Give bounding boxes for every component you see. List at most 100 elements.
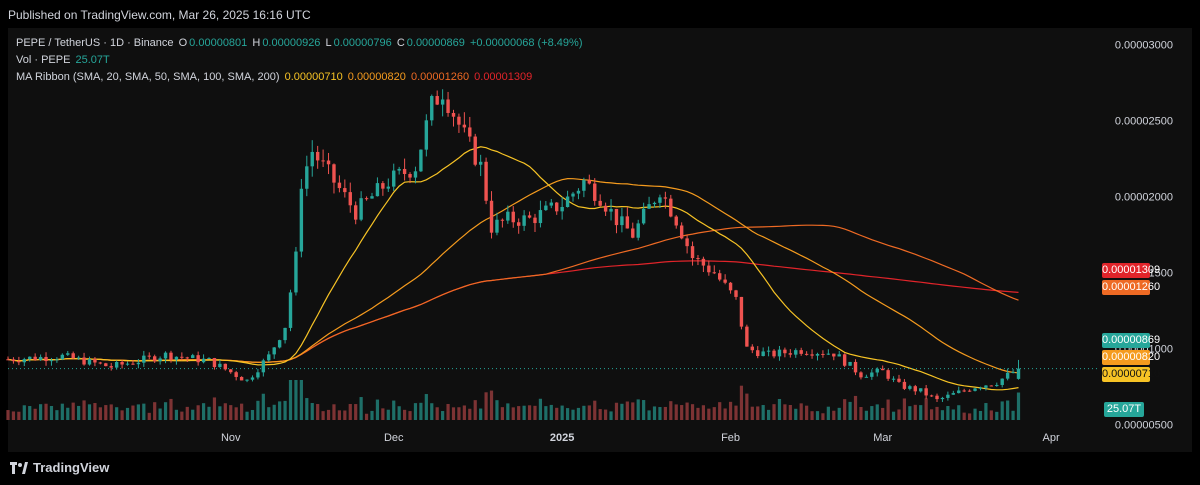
candle-body[interactable] xyxy=(788,353,793,355)
candle-body[interactable] xyxy=(38,356,43,361)
candle-body[interactable] xyxy=(924,388,928,396)
candle-body[interactable] xyxy=(848,361,852,366)
candle-body[interactable] xyxy=(1000,378,1004,385)
candle-body[interactable] xyxy=(777,349,782,357)
candle-body[interactable] xyxy=(321,160,325,162)
candle-body[interactable] xyxy=(761,351,765,357)
candle-body[interactable] xyxy=(663,197,668,199)
candle-body[interactable] xyxy=(685,238,689,247)
candle-body[interactable] xyxy=(815,353,820,356)
candle-body[interactable] xyxy=(946,394,950,398)
candle-body[interactable] xyxy=(6,359,10,361)
candle-body[interactable] xyxy=(343,188,347,193)
candle-body[interactable] xyxy=(413,171,418,178)
candle-body[interactable] xyxy=(98,362,103,364)
candle-body[interactable] xyxy=(11,359,16,362)
candle-body[interactable] xyxy=(576,190,581,194)
candle-body[interactable] xyxy=(229,369,233,373)
tradingview-logo[interactable]: TradingView xyxy=(10,460,109,475)
candle-body[interactable] xyxy=(152,356,157,362)
candle-body[interactable] xyxy=(223,363,228,370)
candle-body[interactable] xyxy=(707,265,711,273)
candle-body[interactable] xyxy=(728,282,733,291)
candle-body[interactable] xyxy=(853,361,858,373)
candle-body[interactable] xyxy=(636,223,640,238)
candle-body[interactable] xyxy=(430,96,434,121)
candle-body[interactable] xyxy=(60,354,65,360)
candle-body[interactable] xyxy=(17,361,21,363)
candle-body[interactable] xyxy=(337,182,342,189)
candle-body[interactable] xyxy=(1005,372,1010,379)
legend-symbol[interactable]: PEPE / TetherUS · 1D · Binance xyxy=(16,37,174,49)
candle-body[interactable] xyxy=(864,376,869,378)
candle-body[interactable] xyxy=(354,205,358,220)
candle-body[interactable] xyxy=(82,357,86,365)
candle-body[interactable] xyxy=(886,370,890,379)
candle-body[interactable] xyxy=(756,350,760,357)
candle-body[interactable] xyxy=(631,228,635,238)
candle-body[interactable] xyxy=(440,99,445,105)
candle-body[interactable] xyxy=(196,355,200,363)
candle-body[interactable] xyxy=(587,180,592,184)
candle-body[interactable] xyxy=(201,358,206,363)
candle-body[interactable] xyxy=(995,384,999,386)
candle-body[interactable] xyxy=(272,347,276,355)
candle-body[interactable] xyxy=(267,354,271,361)
candle-body[interactable] xyxy=(919,388,923,392)
candle-body[interactable] xyxy=(158,358,162,362)
candle-body[interactable] xyxy=(1016,368,1021,379)
candle-body[interactable] xyxy=(114,361,119,368)
candle-body[interactable] xyxy=(506,211,510,221)
candle-body[interactable] xyxy=(402,168,407,175)
candle-body[interactable] xyxy=(180,356,184,358)
candle-body[interactable] xyxy=(641,208,646,224)
candle-body[interactable] xyxy=(489,200,494,233)
candle-body[interactable] xyxy=(571,193,575,197)
candle-body[interactable] xyxy=(250,377,255,380)
candle-body[interactable] xyxy=(326,160,331,165)
candle-body[interactable] xyxy=(544,205,548,211)
candle-body[interactable] xyxy=(978,387,983,389)
candle-body[interactable] xyxy=(750,346,754,351)
candle-body[interactable] xyxy=(207,358,211,360)
candle-body[interactable] xyxy=(522,215,526,226)
candle-body[interactable] xyxy=(375,183,380,197)
candle-body[interactable] xyxy=(533,217,537,224)
candle-body[interactable] xyxy=(310,151,314,167)
candle-body[interactable] xyxy=(277,340,282,348)
candle-body[interactable] xyxy=(294,251,298,293)
candle-body[interactable] xyxy=(620,216,624,226)
candle-body[interactable] xyxy=(598,200,602,206)
candle-body[interactable] xyxy=(49,360,54,362)
candle-body[interactable] xyxy=(658,197,662,203)
candle-body[interactable] xyxy=(419,149,423,172)
candle-body[interactable] xyxy=(652,202,657,205)
candle-body[interactable] xyxy=(191,355,195,359)
candle-body[interactable] xyxy=(71,353,75,359)
candle-body[interactable] xyxy=(593,183,597,201)
candle-body[interactable] xyxy=(315,151,320,161)
candle-body[interactable] xyxy=(625,216,630,229)
candle-body[interactable] xyxy=(880,368,885,371)
candle-body[interactable] xyxy=(28,356,32,360)
candle-body[interactable] xyxy=(723,279,727,283)
candle-body[interactable] xyxy=(288,292,293,328)
candle-body[interactable] xyxy=(745,326,749,347)
candle-body[interactable] xyxy=(451,112,456,117)
candle-body[interactable] xyxy=(734,290,738,297)
candle-body[interactable] xyxy=(842,354,847,366)
candle-body[interactable] xyxy=(163,352,168,359)
candle-body[interactable] xyxy=(495,219,499,233)
candle-body[interactable] xyxy=(929,395,934,397)
candle-body[interactable] xyxy=(837,354,841,357)
candle-body[interactable] xyxy=(392,170,396,187)
candle-body[interactable] xyxy=(142,355,146,363)
candle-body[interactable] xyxy=(609,208,613,212)
candle-body[interactable] xyxy=(538,210,543,224)
candle-body[interactable] xyxy=(104,363,108,367)
candle-body[interactable] xyxy=(397,168,401,171)
candle-body[interactable] xyxy=(962,390,966,392)
candle-body[interactable] xyxy=(527,215,532,218)
candle-body[interactable] xyxy=(826,353,831,355)
candle-body[interactable] xyxy=(55,359,59,361)
